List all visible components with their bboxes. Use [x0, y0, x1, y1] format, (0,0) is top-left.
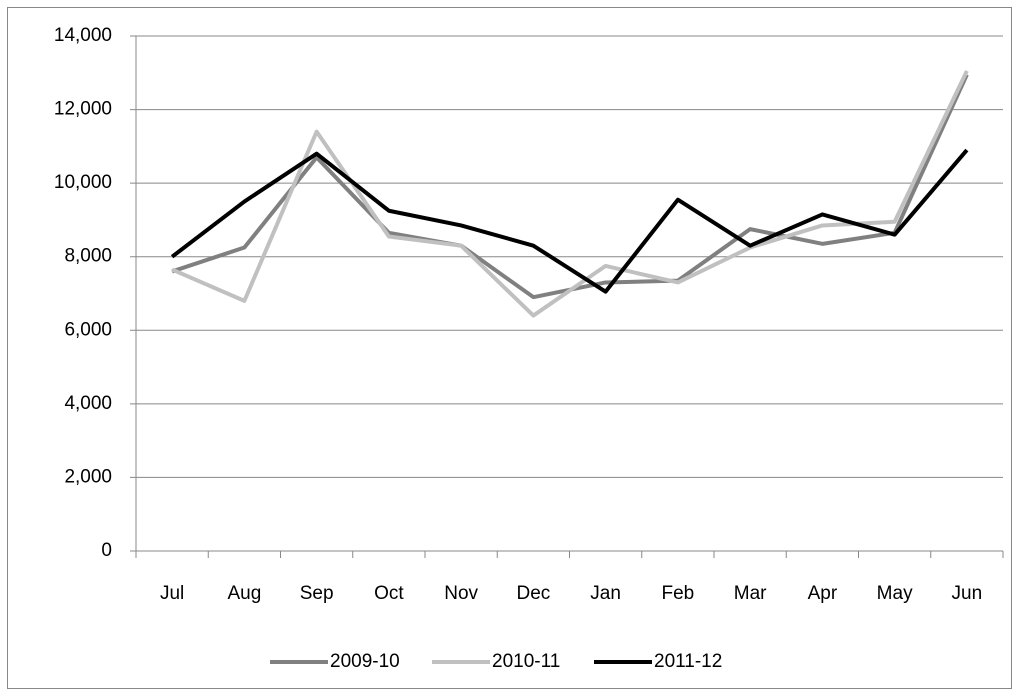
y-tick-label: 4,000	[64, 393, 112, 414]
legend-label: 2009-10	[330, 651, 400, 672]
chart-border	[7, 7, 1012, 689]
y-tick-label: 6,000	[64, 319, 112, 340]
x-tick-label: Nov	[444, 583, 478, 604]
x-tick-label: Apr	[808, 583, 838, 604]
y-tick-label: 0	[101, 540, 112, 561]
y-tick-label: 8,000	[64, 246, 112, 267]
x-tick-label: Jul	[160, 583, 184, 604]
x-tick-label: Aug	[227, 583, 261, 604]
x-tick-label: Jun	[952, 583, 983, 604]
x-tick-label: Oct	[374, 583, 404, 604]
x-tick-label: May	[877, 583, 913, 604]
x-tick-label: Feb	[662, 583, 695, 604]
legend-label: 2010-11	[492, 651, 560, 672]
legend-label: 2011-12	[654, 651, 722, 672]
series-line	[170, 148, 969, 294]
x-tick-label: Dec	[516, 583, 550, 604]
y-tick-label: 12,000	[54, 99, 112, 120]
y-tick-label: 14,000	[54, 25, 112, 46]
x-tick-label: Jan	[590, 583, 621, 604]
x-tick-label: Sep	[300, 583, 334, 604]
y-tick-label: 10,000	[54, 172, 112, 193]
x-tick-label: Mar	[734, 583, 767, 604]
y-tick-label: 2,000	[64, 466, 112, 487]
